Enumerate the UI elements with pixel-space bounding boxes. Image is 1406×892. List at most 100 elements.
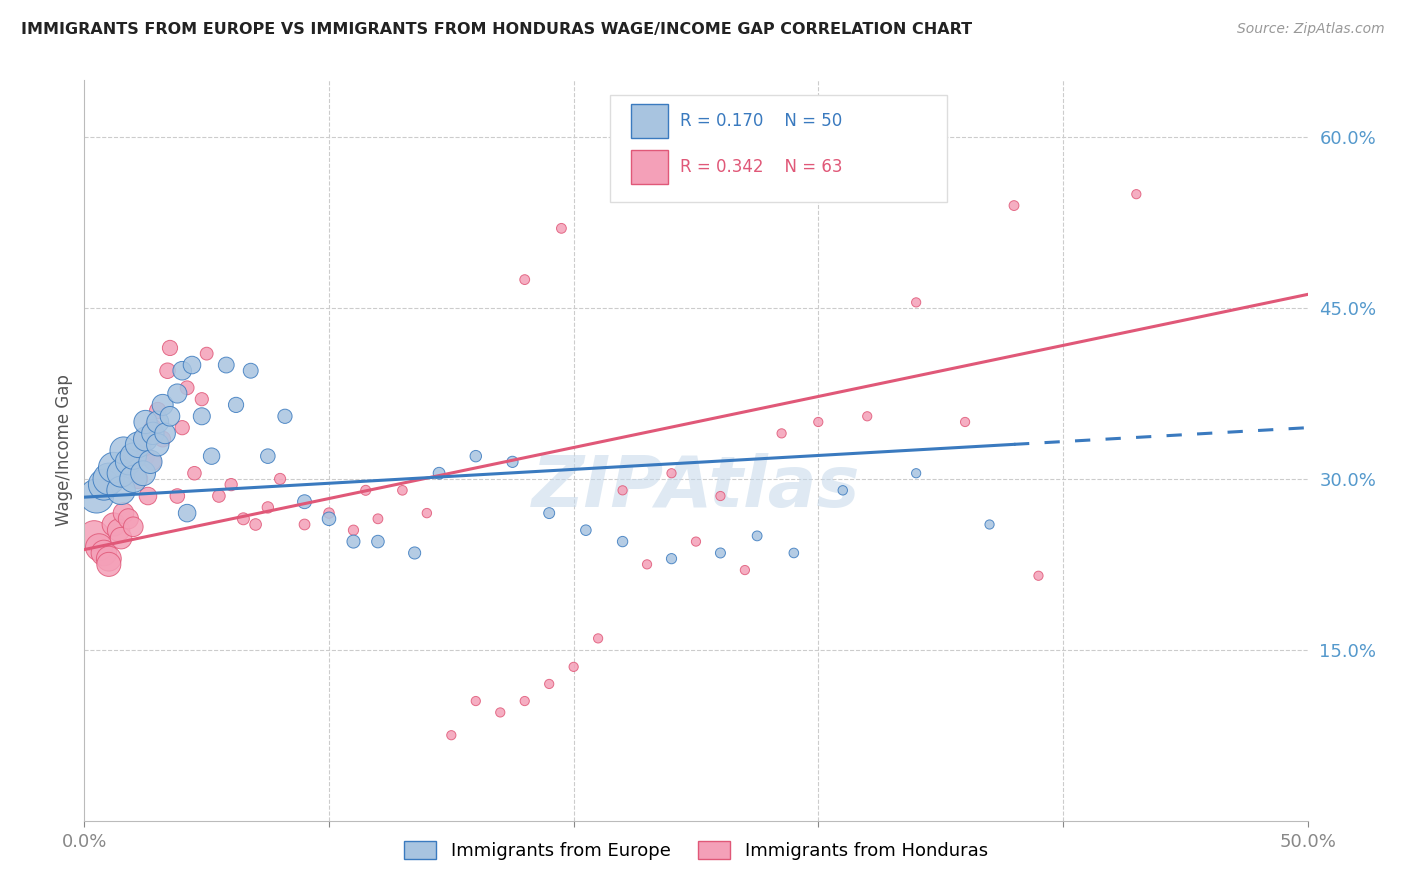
Point — [195, 346, 218, 360]
Point — [953, 415, 976, 429]
Point — [135, 432, 157, 446]
Point — [538, 677, 561, 691]
Point — [257, 500, 280, 515]
Point — [191, 392, 214, 407]
Point — [93, 546, 115, 560]
Point — [183, 467, 205, 481]
Point — [122, 449, 145, 463]
Point — [807, 415, 830, 429]
Point — [208, 489, 231, 503]
Point — [93, 477, 115, 491]
Point — [513, 272, 536, 286]
Point — [122, 520, 145, 534]
Point — [318, 512, 340, 526]
Point — [103, 460, 125, 475]
Point — [427, 467, 450, 481]
Point — [97, 558, 120, 572]
Point — [112, 443, 135, 458]
Point — [117, 512, 139, 526]
Point — [440, 728, 463, 742]
Point — [550, 221, 572, 235]
Legend: Immigrants from Europe, Immigrants from Honduras: Immigrants from Europe, Immigrants from … — [396, 833, 995, 867]
Point — [219, 477, 242, 491]
Point — [110, 531, 132, 545]
Point — [172, 364, 194, 378]
Point — [274, 409, 297, 424]
Point — [636, 558, 658, 572]
Point — [661, 551, 683, 566]
Point — [87, 541, 110, 555]
FancyBboxPatch shape — [631, 104, 668, 137]
Point — [166, 386, 188, 401]
Point — [110, 483, 132, 498]
Point — [538, 506, 561, 520]
Text: R = 0.170    N = 50: R = 0.170 N = 50 — [681, 112, 842, 130]
Point — [232, 512, 254, 526]
Y-axis label: Wage/Income Gap: Wage/Income Gap — [55, 375, 73, 526]
Point — [200, 449, 222, 463]
Point — [342, 534, 364, 549]
Point — [404, 546, 426, 560]
Point — [152, 398, 174, 412]
Point — [1002, 198, 1025, 212]
Point — [783, 546, 806, 560]
Point — [1028, 568, 1050, 582]
Point — [142, 420, 165, 434]
Point — [905, 295, 928, 310]
Point — [342, 523, 364, 537]
Point — [367, 534, 389, 549]
Point — [770, 426, 793, 441]
Point — [464, 694, 486, 708]
Point — [734, 563, 756, 577]
Point — [117, 455, 139, 469]
Point — [152, 432, 174, 446]
Point — [176, 381, 198, 395]
Point — [831, 483, 853, 498]
Point — [136, 489, 159, 503]
Text: IMMIGRANTS FROM EUROPE VS IMMIGRANTS FROM HONDURAS WAGE/INCOME GAP CORRELATION C: IMMIGRANTS FROM EUROPE VS IMMIGRANTS FRO… — [21, 22, 972, 37]
Point — [747, 529, 769, 543]
Point — [135, 449, 157, 463]
Point — [112, 506, 135, 520]
Point — [239, 364, 262, 378]
Text: R = 0.342    N = 63: R = 0.342 N = 63 — [681, 158, 842, 176]
Point — [97, 551, 120, 566]
Point — [685, 534, 707, 549]
Point — [215, 358, 238, 372]
Point — [367, 512, 389, 526]
Point — [159, 341, 181, 355]
Point — [132, 467, 155, 481]
Point — [225, 398, 247, 412]
Point — [83, 529, 105, 543]
Point — [127, 472, 149, 486]
Point — [153, 426, 176, 441]
Point — [416, 506, 439, 520]
Point — [575, 523, 598, 537]
Point — [709, 489, 731, 503]
Point — [110, 467, 132, 481]
Point — [156, 364, 179, 378]
Point — [135, 415, 157, 429]
Point — [97, 472, 120, 486]
Point — [979, 517, 1001, 532]
Point — [245, 517, 267, 532]
Point — [354, 483, 377, 498]
Point — [86, 489, 108, 503]
Point — [709, 546, 731, 560]
Point — [489, 706, 512, 720]
Text: Source: ZipAtlas.com: Source: ZipAtlas.com — [1237, 22, 1385, 37]
Point — [856, 409, 879, 424]
Point — [391, 483, 413, 498]
Point — [127, 438, 149, 452]
Point — [905, 467, 928, 481]
Point — [586, 632, 609, 646]
Point — [172, 420, 194, 434]
Point — [103, 517, 125, 532]
Point — [139, 455, 162, 469]
Point — [257, 449, 280, 463]
Point — [159, 409, 181, 424]
Point — [142, 455, 165, 469]
Point — [318, 506, 340, 520]
Point — [191, 409, 214, 424]
Point — [142, 426, 165, 441]
